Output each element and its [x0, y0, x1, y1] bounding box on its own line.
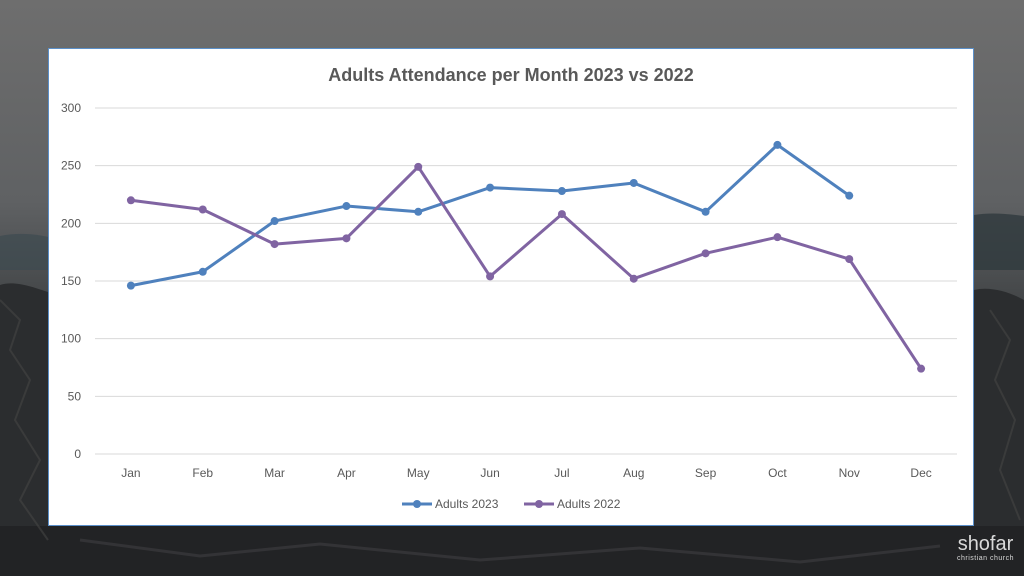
legend-item[interactable]: Adults 2023 — [402, 497, 499, 511]
y-axis-ticks: 0 50 100 150 200 250 300 — [61, 101, 81, 461]
y-tick-label: 50 — [68, 389, 82, 403]
data-point-sep[interactable] — [701, 249, 710, 258]
y-tick-label: 100 — [61, 332, 81, 346]
x-tick-label: Nov — [839, 466, 860, 480]
x-tick-label: May — [407, 466, 430, 480]
x-axis-ticks: Jan Feb Mar Apr May Jun Jul Aug Sep Oct Nov Dec — [121, 466, 932, 480]
y-tick-label: 200 — [61, 216, 81, 230]
y-tick-label: 0 — [74, 447, 81, 461]
data-point-feb[interactable] — [198, 267, 207, 276]
chart-panel: Adults Attendance per Month 2023 vs 2022… — [48, 48, 974, 526]
series-line — [130, 165, 923, 370]
legend-swatch-marker — [413, 500, 421, 508]
legend-label: Adults 2023 — [435, 497, 499, 511]
x-tick-label: Mar — [264, 466, 285, 480]
chart-title: Adults Attendance per Month 2023 vs 2022 — [328, 65, 693, 85]
data-point-oct[interactable] — [773, 233, 782, 242]
data-point-apr[interactable] — [342, 202, 351, 211]
logo-main-text: shofar — [957, 533, 1014, 555]
data-point-dec[interactable] — [917, 364, 926, 373]
logo-sub-text: christian church — [956, 555, 1014, 562]
data-point-may[interactable] — [414, 162, 423, 171]
series-0 — [126, 140, 854, 290]
legend-label: Adults 2022 — [557, 497, 621, 511]
data-point-may[interactable] — [414, 207, 423, 216]
x-tick-label: Sep — [695, 466, 717, 480]
data-point-nov[interactable] — [845, 255, 854, 264]
legend-swatch-marker — [535, 500, 543, 508]
data-point-jul[interactable] — [557, 187, 566, 196]
series-1 — [126, 162, 926, 373]
data-point-mar[interactable] — [270, 217, 279, 226]
data-point-oct[interactable] — [773, 140, 782, 149]
legend[interactable]: Adults 2023 Adults 2022 — [402, 497, 621, 511]
y-tick-label: 250 — [61, 159, 81, 173]
legend-item[interactable]: Adults 2022 — [524, 497, 621, 511]
gridlines — [95, 107, 957, 455]
data-point-aug[interactable] — [629, 274, 638, 283]
x-tick-label: Oct — [768, 466, 787, 480]
x-tick-label: Aug — [623, 466, 644, 480]
x-tick-label: Dec — [910, 466, 931, 480]
data-point-sep[interactable] — [701, 207, 710, 216]
data-point-feb[interactable] — [198, 205, 207, 214]
x-tick-label: Jul — [554, 466, 569, 480]
line-chart: Adults Attendance per Month 2023 vs 2022… — [61, 65, 957, 511]
x-tick-label: Jan — [121, 466, 140, 480]
data-point-jun[interactable] — [486, 272, 495, 281]
data-point-jun[interactable] — [486, 183, 495, 192]
data-point-jan[interactable] — [126, 281, 135, 290]
y-tick-label: 300 — [61, 101, 81, 115]
y-tick-label: 150 — [61, 274, 81, 288]
data-point-aug[interactable] — [629, 178, 638, 187]
x-tick-label: Apr — [337, 466, 356, 480]
x-tick-label: Jun — [480, 466, 499, 480]
data-point-jan[interactable] — [126, 196, 135, 205]
data-point-jul[interactable] — [557, 210, 566, 219]
x-tick-label: Feb — [192, 466, 213, 480]
series-lines — [126, 140, 926, 373]
data-point-apr[interactable] — [342, 234, 351, 243]
shofar-logo: shofar christian church — [957, 534, 1014, 562]
data-point-mar[interactable] — [270, 240, 279, 249]
data-point-nov[interactable] — [845, 191, 854, 200]
